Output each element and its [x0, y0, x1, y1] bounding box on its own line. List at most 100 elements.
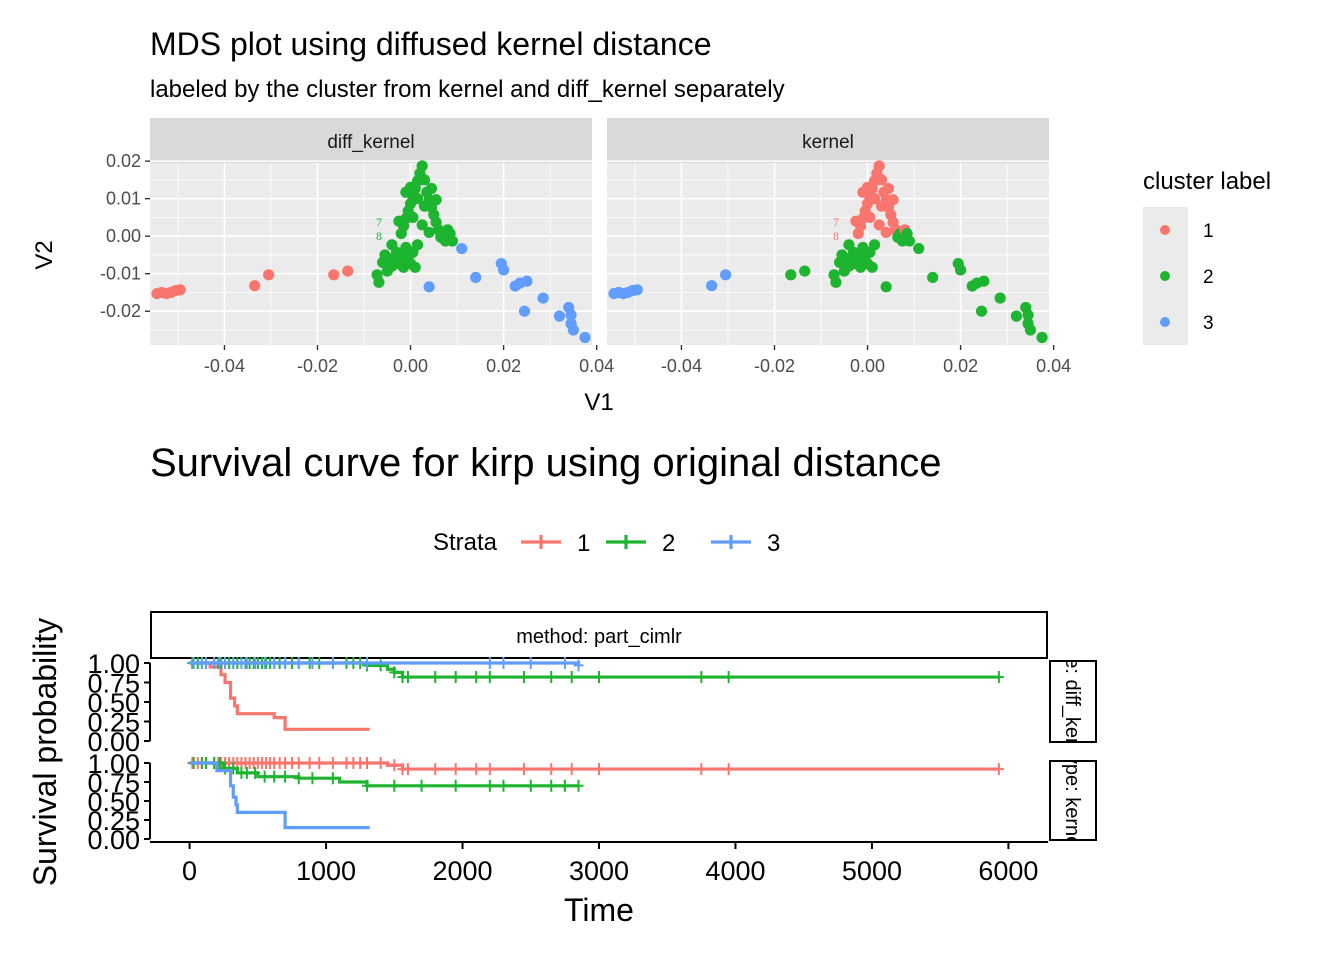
survival-censor-mark: [430, 763, 441, 776]
survival-y-tick-label: 0.75: [87, 669, 140, 699]
mds-point: [404, 181, 417, 193]
mds-point: [873, 219, 885, 231]
survival-censor-mark: [471, 763, 482, 776]
mds-point: [416, 219, 428, 231]
survival-censor-mark: [450, 779, 461, 792]
survival-legend-label: 1: [577, 530, 590, 557]
mds-overplot-label: 8: [376, 229, 382, 243]
survival-censor-mark: [361, 657, 372, 669]
survival-censor-mark: [484, 779, 495, 792]
mds-point: [342, 265, 354, 277]
survival-censor-mark: [484, 671, 495, 684]
mds-point: [565, 309, 577, 321]
survival-x-tick-label: 5000: [842, 856, 902, 886]
mds-point: [407, 211, 419, 224]
mds-point: [393, 215, 405, 227]
mds-y-tick-label: -0.02: [100, 301, 141, 321]
mds-legend: 1 2 3: [1160, 221, 1214, 334]
mds-point: [1010, 310, 1023, 322]
mds-point: [1024, 324, 1036, 336]
mds-point: [975, 305, 988, 317]
mds-y-tick-label: 0.01: [106, 189, 141, 209]
survival-censor-mark: [525, 657, 536, 669]
survival-censor-mark: [327, 757, 338, 769]
survival-curve-stratum-2: [189, 661, 999, 679]
mds-legend-label: 1: [1203, 221, 1214, 242]
mds-point: [873, 160, 885, 172]
survival-y-tick-label: 0.25: [87, 708, 140, 738]
survival-censor-mark: [250, 766, 261, 779]
mds-point: [864, 211, 876, 224]
survival-x-tick-label: 4000: [705, 856, 765, 886]
survival-censor-mark: [416, 779, 427, 792]
mds-x-tick-label: 0.04: [579, 356, 614, 376]
survival-column-strip: [150, 611, 1048, 659]
survival-censor-mark: [304, 757, 315, 769]
survival-row-strip-label-diff-kernel: type: diff_kernel: [1061, 631, 1083, 772]
survival-censor-mark: [573, 779, 584, 792]
survival-censor-mark: [546, 671, 557, 684]
mds-point: [875, 200, 888, 212]
mds-point: [868, 193, 881, 205]
survival-censor-mark: [498, 657, 509, 669]
mds-point: [880, 281, 892, 293]
mds-point: [553, 310, 566, 322]
mds-x-tick-label: -0.02: [297, 356, 338, 376]
mds-point: [411, 239, 424, 251]
survival-censor-mark: [696, 671, 707, 684]
survival-censor-mark: [518, 671, 529, 684]
mds-point: [913, 242, 925, 255]
survival-x-tick-label: 6000: [978, 856, 1038, 886]
mds-strip-label-kernel: kernel: [802, 132, 854, 153]
survival-x-axis-label: Time: [564, 892, 634, 928]
survival-y-axis-label: Survival probability: [27, 618, 63, 887]
survival-censor-mark: [594, 763, 604, 776]
mds-strip-label-diff-kernel: diff_kernel: [327, 132, 414, 153]
survival-x-tick-label: 3000: [569, 856, 629, 886]
mds-point: [1036, 331, 1048, 344]
mds-x-tick-label: -0.02: [754, 356, 795, 376]
mds-point: [249, 280, 261, 292]
mds-point: [400, 241, 412, 254]
mds-point: [373, 276, 385, 288]
mds-x-tick-label: 0.02: [943, 356, 978, 376]
survival-censor-mark: [389, 779, 400, 792]
survival-x-tick-label: 1000: [296, 856, 356, 886]
mds-point: [866, 261, 878, 273]
mds-point: [411, 193, 424, 205]
survival-y-tick-label: 0.75: [87, 768, 140, 798]
mds-point: [857, 241, 869, 254]
mds-y-tick-label: -0.01: [100, 264, 141, 284]
survival-x-tick-label: 2000: [432, 856, 492, 886]
survival-axes: 0.000.250.500.751.000.000.250.500.751.00…: [87, 649, 1048, 886]
mds-point: [470, 271, 482, 284]
mds-point: [875, 174, 888, 186]
survival-censor-mark: [375, 757, 386, 769]
mds-x-tick-label: 0.00: [850, 356, 885, 376]
mds-y-tick-label: 0.02: [106, 151, 141, 171]
mds-title: MDS plot using diffused kernel distance: [150, 26, 712, 62]
mds-x-tick-label: -0.04: [661, 356, 702, 376]
survival-y-tick-label: 0.00: [87, 727, 140, 757]
mds-point: [868, 239, 881, 251]
mds-point: [978, 275, 990, 287]
mds-point: [430, 194, 442, 206]
mds-legend-key: [1160, 225, 1170, 235]
survival-row-strip-diff-kernel: [1049, 660, 1097, 743]
mds-point: [1022, 309, 1034, 321]
mds-point: [521, 275, 533, 287]
survival-censor-mark: [546, 779, 557, 792]
survival-y-tick-label: 0.50: [87, 787, 140, 817]
mds-y-axis-label: V2: [31, 240, 58, 269]
mds-point: [843, 239, 855, 251]
mds-strip-kernel: [607, 118, 1049, 163]
mds-point: [386, 239, 398, 251]
survival-y-tick-label: 1.00: [87, 649, 140, 679]
mds-legend-label: 3: [1203, 313, 1214, 334]
mds-point: [850, 215, 862, 227]
survival-legend-label: 3: [767, 530, 780, 557]
survival-column-strip-label: method: part_cimlr: [516, 626, 682, 648]
survival-censor-mark: [723, 671, 734, 684]
survival-censor-mark: [250, 657, 261, 669]
